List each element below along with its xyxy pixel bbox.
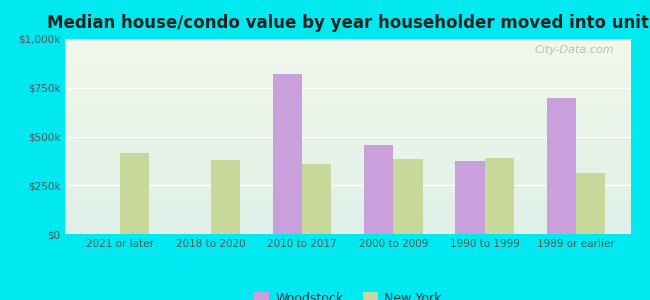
Bar [273,74,302,234]
Bar [547,98,576,234]
Bar [302,164,332,234]
Bar [364,145,393,234]
Bar [211,160,240,234]
Bar [456,161,484,234]
Legend: Woodstock, New York: Woodstock, New York [250,287,446,300]
Title: Median house/condo value by year householder moved into unit: Median house/condo value by year househo… [47,14,649,32]
Bar [484,158,514,234]
Bar [120,153,149,234]
Text: City-Data.com: City-Data.com [534,45,614,55]
Bar [576,172,605,234]
Bar [393,159,422,234]
